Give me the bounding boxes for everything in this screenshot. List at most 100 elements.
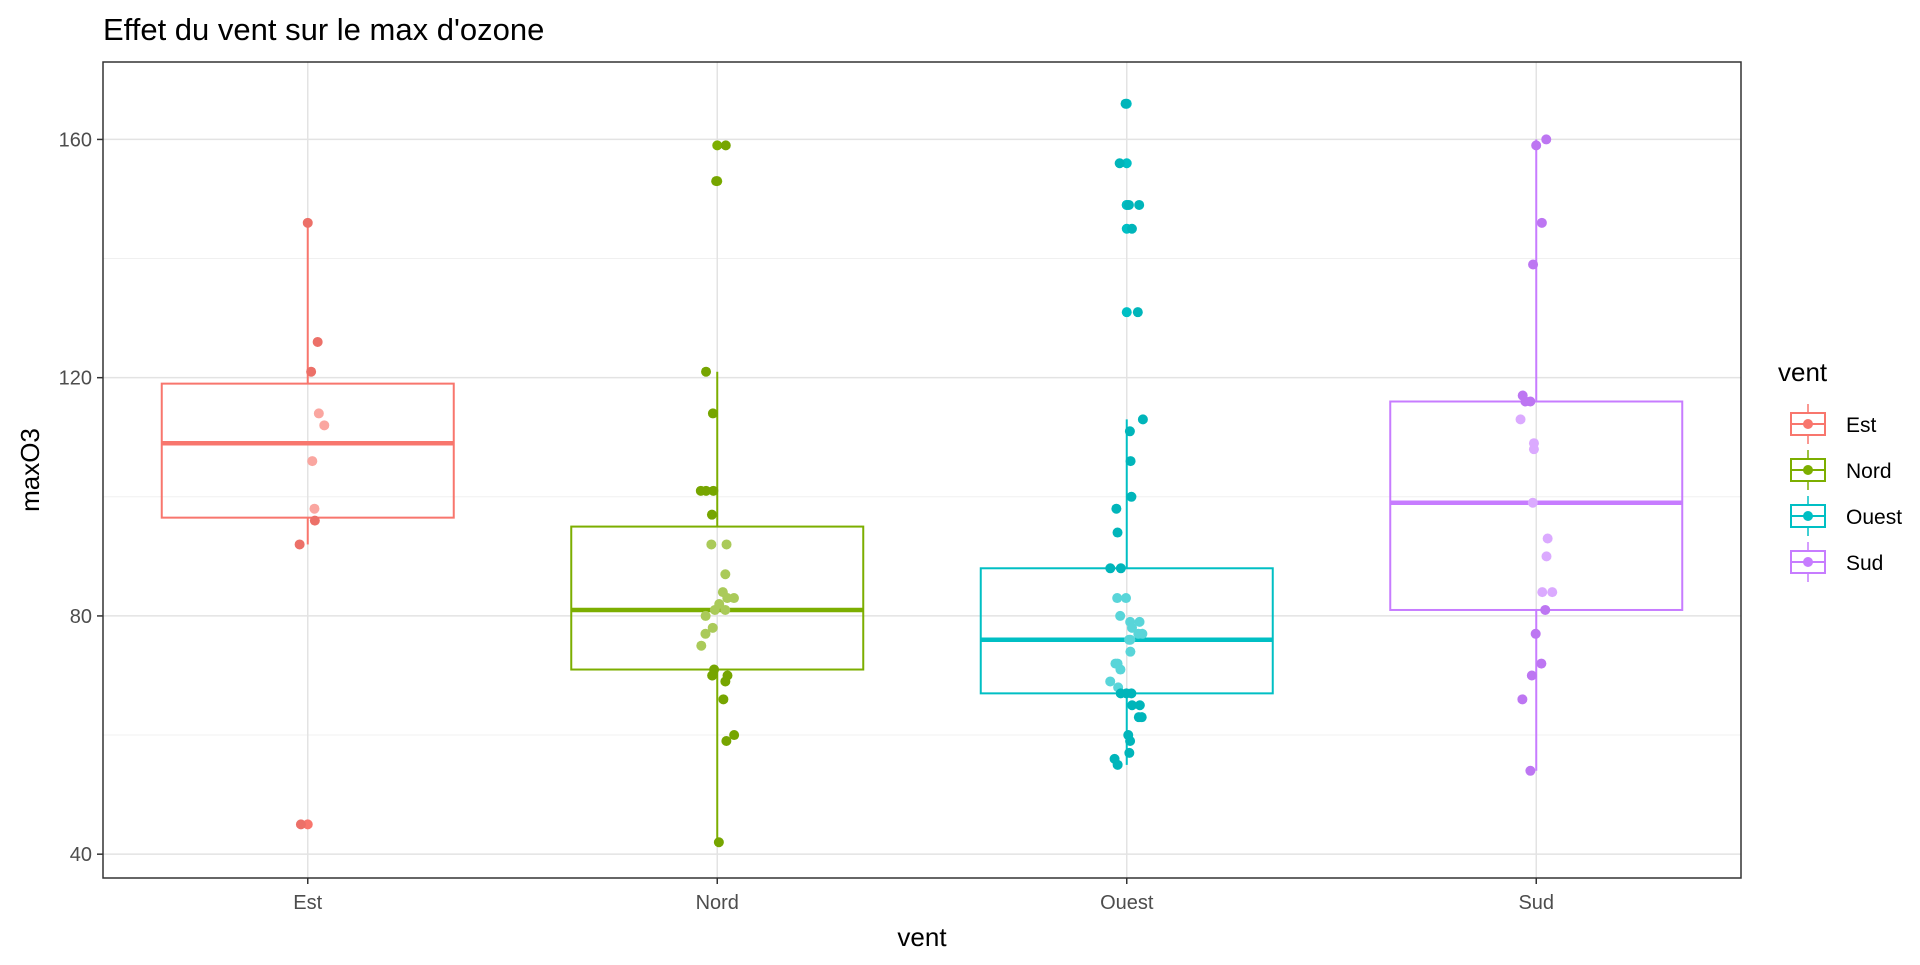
data-point	[307, 456, 317, 466]
data-point	[1126, 688, 1136, 698]
data-point	[706, 539, 716, 549]
data-point	[1115, 158, 1125, 168]
data-point	[708, 486, 718, 496]
panel-border	[103, 62, 1741, 878]
data-point	[1547, 587, 1557, 597]
data-point	[314, 408, 324, 418]
data-point	[1105, 563, 1115, 573]
data-point	[1133, 307, 1143, 317]
data-point	[1531, 140, 1541, 150]
data-point	[1134, 200, 1144, 210]
data-point	[700, 629, 710, 639]
data-point	[1124, 200, 1134, 210]
data-point	[1527, 670, 1537, 680]
data-point	[720, 605, 730, 615]
outlier-point	[1122, 307, 1132, 317]
data-point	[711, 176, 721, 186]
x-axis-title: vent	[897, 922, 947, 952]
data-point	[296, 819, 306, 829]
legend-item-ouest: Ouest	[1791, 496, 1902, 536]
y-axis-title: maxO3	[15, 428, 45, 512]
legend-item-sud: Sud	[1791, 542, 1883, 582]
data-point	[306, 367, 316, 377]
data-point	[1138, 414, 1148, 424]
data-point	[1121, 593, 1131, 603]
legend-label: Ouest	[1846, 506, 1902, 529]
data-point	[1127, 700, 1137, 710]
data-point	[720, 569, 730, 579]
data-point	[722, 539, 732, 549]
data-point	[1115, 611, 1125, 621]
legend-item-est: Est	[1791, 404, 1877, 444]
data-point	[707, 670, 717, 680]
legend-key-point	[1803, 419, 1813, 429]
data-point	[1115, 665, 1125, 675]
x-tick-label: Ouest	[1100, 892, 1154, 914]
data-point	[1126, 456, 1136, 466]
data-point	[1137, 712, 1147, 722]
data-point	[1124, 748, 1134, 758]
legend: vent Est Nord Ouest Sud	[1778, 357, 1902, 582]
data-point	[319, 420, 329, 430]
data-point	[1137, 629, 1147, 639]
data-point	[1528, 498, 1538, 508]
y-tick-label: 120	[59, 368, 92, 390]
data-point	[1531, 629, 1541, 639]
data-point	[696, 641, 706, 651]
data-point	[1537, 218, 1547, 228]
data-point	[696, 486, 706, 496]
data-point	[721, 140, 731, 150]
data-point	[295, 539, 305, 549]
data-point	[1125, 647, 1135, 657]
x-tick-label: Est	[293, 892, 322, 914]
data-point	[1537, 587, 1547, 597]
data-point	[1113, 760, 1123, 770]
data-point	[714, 837, 724, 847]
x-tick-label: Sud	[1518, 892, 1554, 914]
legend-key-point	[1803, 465, 1813, 475]
y-tick-label: 160	[59, 129, 92, 151]
data-point	[1516, 414, 1526, 424]
data-point	[1127, 224, 1137, 234]
legend-label: Nord	[1846, 460, 1892, 483]
data-point	[1105, 676, 1115, 686]
data-point	[701, 367, 711, 377]
data-point	[1125, 736, 1135, 746]
data-point	[1541, 134, 1551, 144]
data-point	[1111, 504, 1121, 514]
y-tick-label: 80	[70, 606, 92, 628]
data-point	[1536, 659, 1546, 669]
data-point	[303, 218, 313, 228]
data-point	[1541, 551, 1551, 561]
data-point	[313, 337, 323, 347]
data-point	[1113, 528, 1123, 538]
data-point	[1543, 533, 1553, 543]
y-axis: 40 80 120 160	[59, 129, 103, 866]
data-point	[1540, 605, 1550, 615]
data-point	[1125, 426, 1135, 436]
data-point	[1125, 635, 1135, 645]
data-point	[1121, 99, 1131, 109]
data-point	[1112, 593, 1122, 603]
legend-key-point	[1803, 557, 1813, 567]
grid	[103, 62, 1741, 878]
legend-label: Est	[1846, 414, 1877, 437]
data-point	[1116, 688, 1126, 698]
data-point	[1529, 444, 1539, 454]
legend-title: vent	[1778, 357, 1828, 387]
x-axis: Est Nord Ouest Sud	[293, 878, 1554, 914]
legend-key-point	[1803, 511, 1813, 521]
data-point	[718, 694, 728, 704]
data-point	[1517, 694, 1527, 704]
y-tick-label: 40	[70, 844, 92, 866]
data-point	[710, 605, 720, 615]
data-point	[1116, 563, 1126, 573]
data-point	[1525, 766, 1535, 776]
data-point	[309, 504, 319, 514]
data-point	[707, 510, 717, 520]
x-tick-label: Nord	[696, 892, 739, 914]
legend-label: Sud	[1846, 552, 1883, 575]
data-point	[722, 593, 732, 603]
